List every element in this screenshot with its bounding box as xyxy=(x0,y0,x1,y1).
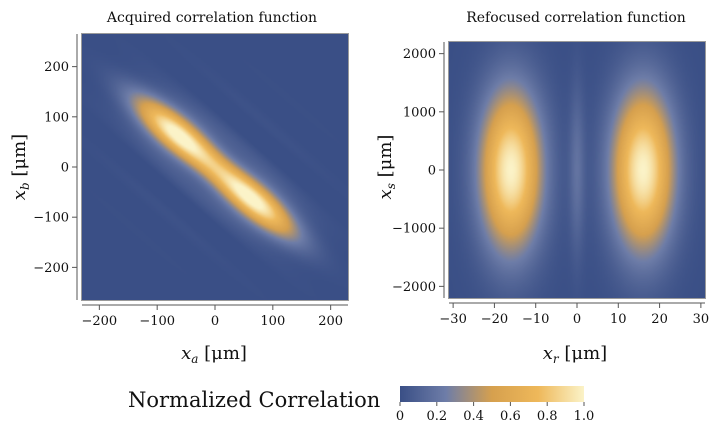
left-x-label: xa [μm] xyxy=(181,343,247,366)
right-x-tick-label: −30 xyxy=(439,312,466,327)
right-x-tick-label: 10 xyxy=(610,312,627,327)
left-y-label: xb [μm] xyxy=(9,134,32,200)
left-y-tick-label: 100 xyxy=(44,110,69,125)
right-axes: −30 −20 −10 0 10 20 30 −2000 −1000 0 1000 2000 xyxy=(392,42,709,327)
right-x-tick-label: −20 xyxy=(481,312,508,327)
left-axes: −200 −100 0 100 200 −200 −100 0 100 200 xyxy=(33,34,348,329)
right-x-label: xr [μm] xyxy=(543,343,607,366)
left-x-tick-label: −100 xyxy=(139,314,175,329)
refocused-correlation-plot: Refocused correlation function −30 −20 −10… xyxy=(375,10,709,366)
colorbar-tick-label: 0.2 xyxy=(426,409,447,424)
left-y-tick-label: 200 xyxy=(44,60,69,75)
left-heatmap-area xyxy=(81,33,349,301)
colorbar-label: Normalized Correlation xyxy=(128,388,380,412)
right-y-tick-label: −1000 xyxy=(392,222,436,237)
left-x-tick-label: −200 xyxy=(81,314,117,329)
right-x-tick-label: −10 xyxy=(522,312,549,327)
colorbar: Normalized Correlation 0 0.2 0.4 0.6 0.8 1.0 xyxy=(128,386,594,424)
colorbar-tick-label: 0 xyxy=(396,409,404,424)
right-plot-frame xyxy=(448,41,706,299)
colorbar-tick-label: 0.8 xyxy=(537,409,558,424)
right-x-tick-label: 20 xyxy=(651,312,668,327)
left-plot-title: Acquired correlation function xyxy=(106,10,317,26)
left-y-tick-label: −200 xyxy=(33,261,69,276)
acquired-correlation-plot: Acquired correlation function −200 −100 0 1… xyxy=(9,10,349,366)
right-x-tick-label: 30 xyxy=(693,312,710,327)
left-x-tick-label: 200 xyxy=(318,314,343,329)
left-y-tick-label: 0 xyxy=(61,161,69,176)
colorbar-tick-label: 0.6 xyxy=(500,409,521,424)
right-heatmap-image xyxy=(449,42,705,298)
right-y-label: xs [μm] xyxy=(375,135,398,200)
right-y-tick-label: 2000 xyxy=(403,47,436,62)
colorbar-tick-label: 0.4 xyxy=(463,409,484,424)
colorbar-gradient xyxy=(400,386,584,402)
left-y-tick-label: −100 xyxy=(33,211,69,226)
left-x-tick-label: 100 xyxy=(260,314,285,329)
right-y-tick-label: 1000 xyxy=(403,105,436,120)
right-plot-title: Refocused correlation function xyxy=(466,10,686,26)
colorbar-ticks: 0 0.2 0.4 0.6 0.8 1.0 xyxy=(396,402,594,424)
right-y-tick-label: 0 xyxy=(428,164,436,179)
left-x-tick-label: 0 xyxy=(211,314,219,329)
right-x-tick-label: 0 xyxy=(573,312,581,327)
left-heatmap-image xyxy=(82,34,348,300)
right-heatmap-area xyxy=(448,41,706,299)
colorbar-tick-label: 1.0 xyxy=(574,409,595,424)
right-y-tick-label: −2000 xyxy=(392,280,436,295)
left-plot-frame xyxy=(81,33,349,301)
